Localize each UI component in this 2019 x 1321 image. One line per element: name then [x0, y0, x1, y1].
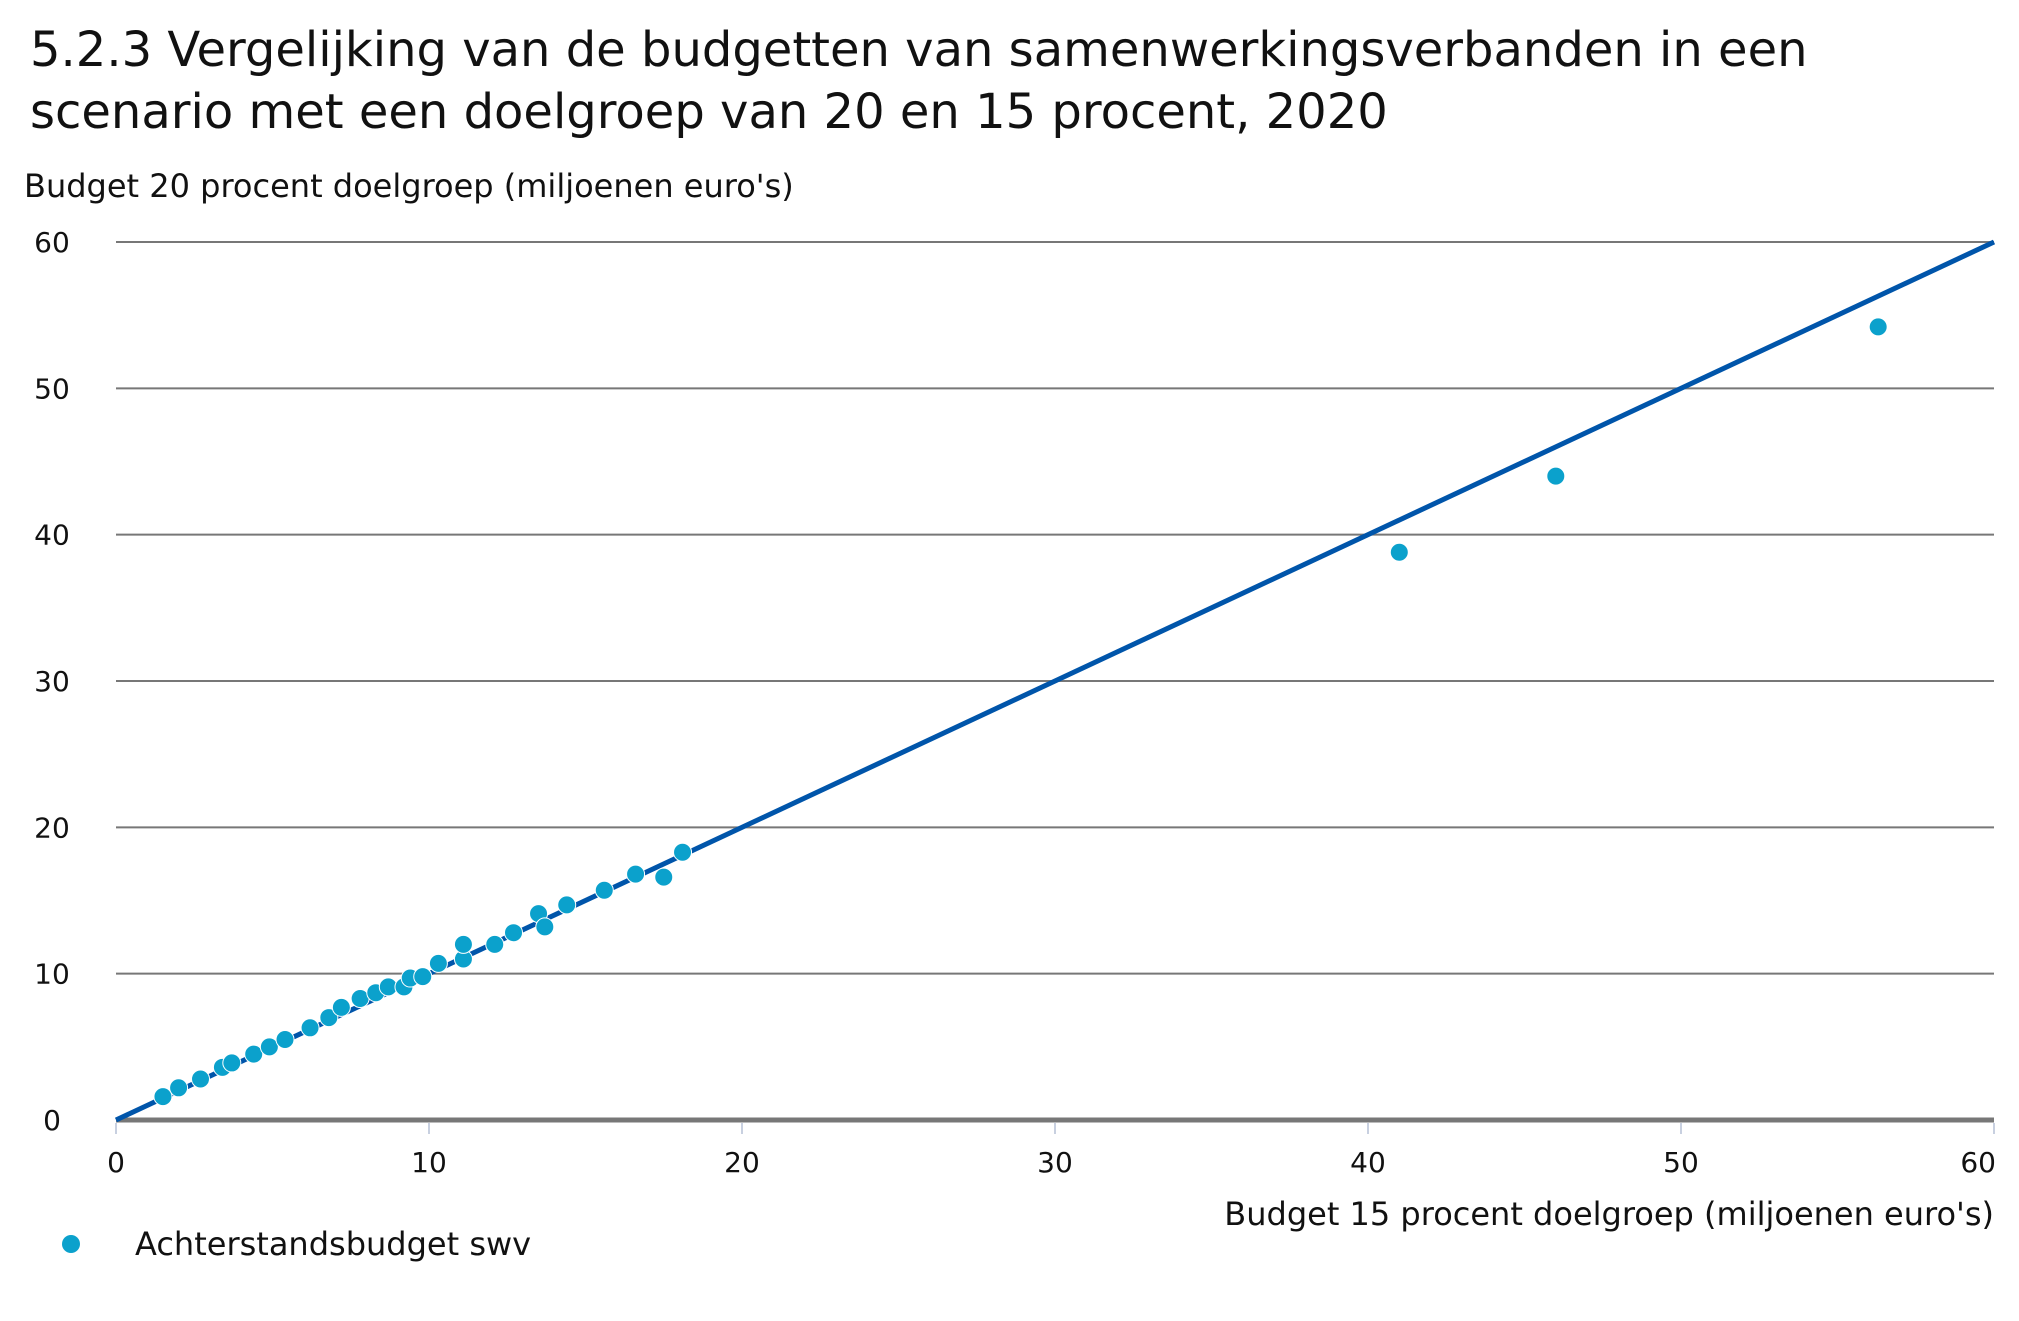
x-axis-label: Budget 15 procent doelgroep (miljoenen e… [1224, 1195, 1994, 1233]
x-tick-label: 20 [724, 1146, 760, 1179]
chart-title-line-1: 5.2.3 Vergelijking van de budgetten van … [30, 22, 1808, 78]
y-tick-label: 50 [34, 372, 70, 405]
data-point [673, 842, 693, 862]
data-point [428, 953, 448, 973]
data-point [485, 934, 505, 954]
chart-title-line-2: scenario met een doelgroep van 20 en 15 … [30, 84, 1388, 140]
y-axis-label: Budget 20 procent doelgroep (miljoenen e… [24, 167, 794, 205]
data-point [191, 1069, 211, 1089]
y-tick-label: 60 [34, 226, 70, 259]
data-point [319, 1008, 339, 1028]
y-tick-label: 0 [43, 1104, 61, 1137]
data-point [331, 997, 351, 1017]
data-point [275, 1030, 295, 1050]
x-tick-label: 0 [107, 1146, 125, 1179]
data-point [169, 1078, 189, 1098]
data-point [1546, 466, 1566, 486]
data-point [453, 934, 473, 954]
data-point [222, 1053, 242, 1073]
data-point [557, 895, 577, 915]
data-point [1868, 317, 1888, 337]
x-tick-label: 10 [411, 1146, 447, 1179]
y-tick-label: 20 [34, 811, 70, 844]
data-point [626, 864, 646, 884]
data-point [300, 1018, 320, 1038]
x-tick-label: 30 [1037, 1146, 1073, 1179]
x-tick-label: 60 [1960, 1146, 1996, 1179]
data-point [153, 1087, 173, 1107]
data-point [259, 1037, 279, 1057]
data-point [244, 1044, 264, 1064]
data-point [535, 917, 555, 937]
data-point [504, 923, 524, 943]
data-point [594, 880, 614, 900]
x-tick-label: 50 [1663, 1146, 1699, 1179]
data-point [1389, 542, 1409, 562]
legend-label: Achterstandsbudget swv [135, 1225, 531, 1263]
y-tick-label: 40 [34, 519, 70, 552]
legend: Achterstandsbudget swv [62, 1225, 531, 1263]
legend-marker [62, 1235, 80, 1253]
x-tick-label: 40 [1350, 1146, 1386, 1179]
data-point [413, 967, 433, 987]
y-tick-label: 30 [34, 665, 70, 698]
y-tick-label: 10 [34, 958, 70, 991]
data-point [654, 867, 674, 887]
